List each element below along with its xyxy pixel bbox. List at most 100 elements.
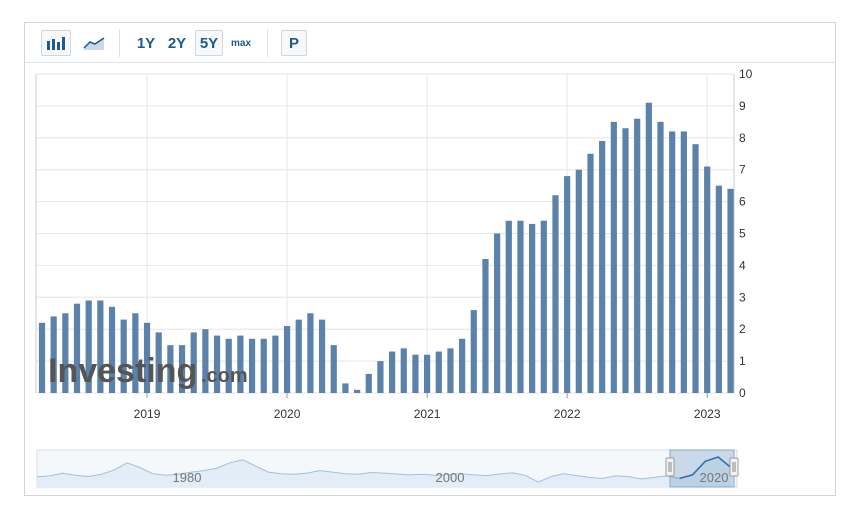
range-2y-button[interactable]: 2Y	[167, 34, 187, 52]
bar[interactable]	[178, 345, 186, 393]
bar[interactable]	[167, 345, 174, 393]
bar[interactable]	[120, 319, 127, 393]
bar[interactable]	[645, 102, 652, 394]
p-button[interactable]: P	[281, 30, 307, 56]
investing-watermark: Investing .com	[48, 352, 248, 390]
bar[interactable]	[704, 166, 711, 393]
bar[interactable]	[669, 131, 676, 394]
bar[interactable]	[143, 322, 151, 393]
y-tick-label: 0	[739, 386, 746, 400]
y-tick-label: 2	[739, 322, 746, 336]
bar-series	[38, 102, 734, 394]
x-tick-label: 2020	[274, 407, 301, 421]
bar[interactable]	[342, 383, 349, 393]
bar[interactable]	[447, 348, 454, 393]
navigator-handle[interactable]	[729, 457, 739, 477]
y-tick-label: 9	[739, 99, 746, 113]
bar[interactable]	[155, 332, 162, 393]
bar[interactable]	[435, 351, 442, 393]
bar[interactable]	[692, 144, 699, 393]
toolbar-separator	[119, 29, 120, 57]
bar[interactable]	[365, 373, 372, 393]
bar[interactable]	[599, 140, 606, 393]
range-max-button[interactable]: max	[230, 37, 251, 49]
bar[interactable]	[400, 348, 407, 393]
bar[interactable]	[330, 345, 337, 393]
bar[interactable]	[62, 313, 69, 393]
navigator-label: 2000	[436, 470, 465, 485]
range-1y-button[interactable]: 1Y	[136, 34, 156, 52]
x-tick-label: 2019	[134, 407, 161, 421]
range-5y-button[interactable]: 5Y	[195, 30, 223, 56]
bar[interactable]	[318, 319, 326, 393]
bar[interactable]	[575, 169, 582, 393]
watermark-brand: Investing	[48, 352, 197, 390]
bar[interactable]	[202, 329, 209, 393]
bar[interactable]	[353, 389, 361, 393]
watermark-suffix: .com	[201, 365, 248, 387]
area-chart-button[interactable]	[79, 30, 109, 56]
bar[interactable]	[237, 335, 244, 393]
bar[interactable]	[517, 220, 524, 393]
navigator-label: 2020	[700, 470, 729, 485]
grid-lines	[35, 73, 735, 394]
bar[interactable]	[97, 300, 104, 393]
area-chart-icon	[83, 37, 105, 50]
y-tick-label: 7	[739, 163, 746, 177]
bar[interactable]	[248, 338, 256, 393]
bar[interactable]	[85, 300, 92, 393]
bar[interactable]	[108, 306, 116, 393]
x-tick-label: 2021	[414, 407, 441, 421]
y-tick-label: 4	[739, 258, 746, 272]
bar[interactable]	[412, 354, 419, 393]
bar[interactable]	[260, 338, 267, 393]
bar[interactable]	[482, 259, 489, 393]
bar[interactable]	[213, 335, 221, 393]
bar[interactable]	[727, 188, 734, 393]
bar[interactable]	[132, 313, 139, 393]
bar[interactable]	[610, 121, 617, 393]
navigator-label: 1980	[173, 470, 202, 485]
x-tick-label: 2023	[694, 407, 721, 421]
y-tick-label: 3	[739, 290, 746, 304]
bar[interactable]	[529, 223, 536, 393]
bar[interactable]	[634, 118, 641, 393]
bar[interactable]	[307, 313, 314, 393]
bar[interactable]	[680, 131, 687, 394]
bar[interactable]	[272, 335, 279, 393]
bar[interactable]	[564, 176, 571, 393]
bar[interactable]	[494, 233, 501, 394]
navigator[interactable]: 1980 2000 2020	[36, 449, 739, 488]
navigator-handle[interactable]	[665, 457, 675, 477]
bar[interactable]	[715, 185, 722, 393]
bar[interactable]	[377, 361, 384, 393]
bar[interactable]	[389, 351, 396, 393]
bar[interactable]	[190, 332, 197, 393]
y-tick-label: 1	[739, 354, 746, 368]
bar[interactable]	[657, 121, 664, 393]
bar[interactable]	[459, 338, 466, 393]
bar[interactable]	[225, 338, 232, 393]
bar[interactable]	[552, 195, 559, 393]
navigator-selected-line	[679, 456, 732, 480]
bar[interactable]	[424, 354, 431, 393]
bar-chart-icon	[47, 37, 65, 50]
bar[interactable]	[505, 220, 512, 393]
x-tick-label: 2022	[554, 407, 581, 421]
y-tick-label: 6	[739, 195, 746, 209]
bar[interactable]	[470, 310, 477, 393]
bar[interactable]	[587, 153, 594, 393]
bar[interactable]	[622, 128, 629, 394]
bar[interactable]	[50, 316, 57, 393]
bar[interactable]	[540, 220, 547, 393]
chart-toolbar: 1Y 2Y 5Y max P	[25, 23, 835, 63]
y-tick-label: 10	[739, 67, 753, 81]
bar[interactable]	[283, 326, 291, 393]
navigator-line	[36, 456, 732, 483]
bar[interactable]	[38, 322, 46, 393]
bar[interactable]	[295, 319, 302, 393]
bar-chart-button[interactable]	[41, 30, 71, 56]
y-tick-label: 8	[739, 131, 746, 145]
bar[interactable]	[73, 303, 81, 393]
